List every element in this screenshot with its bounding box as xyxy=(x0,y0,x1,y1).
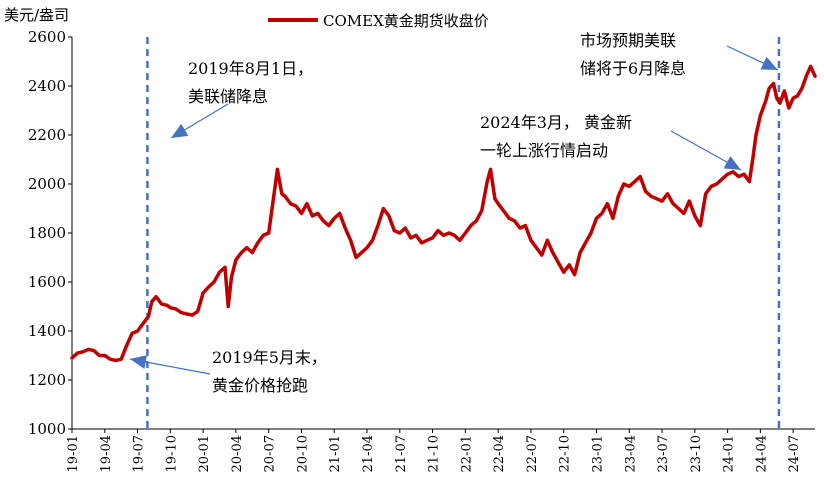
annotation-text: 黄金价格抢跑 xyxy=(212,376,308,395)
legend-label: COMEX黄金期货收盘价 xyxy=(323,12,489,30)
y-tick-label: 2400 xyxy=(28,77,66,95)
annotation-text: 美联储降息 xyxy=(188,87,268,106)
x-tick-label: 21-10 xyxy=(427,435,442,472)
x-ticks: 19-01 19-04 19-07 19-10 20-01 20-04 20-07 20-10… xyxy=(66,429,802,472)
y-axis-label: 美元/盎司 xyxy=(4,6,69,24)
x-tick-label: 23-07 xyxy=(656,435,671,472)
y-tick-label: 1600 xyxy=(28,273,66,291)
x-tick-label: 21-07 xyxy=(394,435,409,472)
legend: COMEX黄金期货收盘价 xyxy=(268,12,489,30)
x-tick-label: 19-10 xyxy=(164,435,179,472)
x-tick-label: 23-01 xyxy=(590,435,605,472)
annotation-arrowhead xyxy=(723,156,741,170)
x-tick-label: 22-10 xyxy=(558,435,573,472)
y-tick-label: 1200 xyxy=(28,371,66,389)
series-line xyxy=(70,64,817,363)
y-tick-label: 2600 xyxy=(28,28,66,46)
annotation: 2019年5月末， 黄金价格抢跑 xyxy=(129,348,327,395)
annotation-text: 2019年5月末， xyxy=(212,348,327,367)
x-tick-label: 22-04 xyxy=(492,435,507,472)
x-tick-label: 24-04 xyxy=(754,435,769,472)
annotation-text: 2024年3月， 黄金新 xyxy=(480,113,632,132)
annotations: 2019年8月1日， 美联储降息 2019年5月末， 黄金价格抢跑 2024年3月， 黄… xyxy=(129,31,779,395)
x-tick-label: 22-01 xyxy=(459,435,474,472)
x-tick-label: 19-01 xyxy=(66,435,81,472)
y-grid-and-ticks: 1000 1200 1400 1600 1800 2000 2200 2400 2600 xyxy=(28,28,815,438)
y-tick-label: 1800 xyxy=(28,224,66,242)
x-tick-label: 23-10 xyxy=(689,435,704,472)
annotation-text: 2019年8月1日， xyxy=(188,59,313,78)
x-tick-label: 20-10 xyxy=(295,435,310,472)
x-tick-label: 20-01 xyxy=(197,435,212,472)
x-tick-label: 19-04 xyxy=(99,435,114,472)
y-tick-label: 1400 xyxy=(28,322,66,340)
price-series xyxy=(70,64,817,363)
x-tick-label: 20-04 xyxy=(230,435,245,472)
y-tick-label: 2000 xyxy=(28,175,66,193)
x-tick-label: 22-07 xyxy=(525,435,540,472)
annotation-text: 一轮上涨行情启动 xyxy=(480,141,608,160)
x-tick-label: 24-07 xyxy=(787,435,802,472)
y-tick-label: 2200 xyxy=(28,126,66,144)
annotation-arrowhead xyxy=(171,123,189,138)
x-tick-label: 24-01 xyxy=(722,435,737,472)
x-tick-label: 19-07 xyxy=(132,435,147,472)
x-tick-label: 23-04 xyxy=(623,435,638,472)
annotation-text: 储将于6月降息 xyxy=(580,59,686,78)
x-tick-label: 21-04 xyxy=(361,435,376,472)
annotation-arrowhead xyxy=(760,56,778,70)
x-tick-label: 21-01 xyxy=(328,435,343,472)
y-tick-label: 1000 xyxy=(28,420,66,438)
x-tick-label: 20-07 xyxy=(263,435,278,472)
annotation-text: 市场预期美联 xyxy=(580,31,676,50)
annotation-arrowhead xyxy=(130,355,148,369)
annotation: 2019年8月1日， 美联储降息 xyxy=(170,59,313,139)
